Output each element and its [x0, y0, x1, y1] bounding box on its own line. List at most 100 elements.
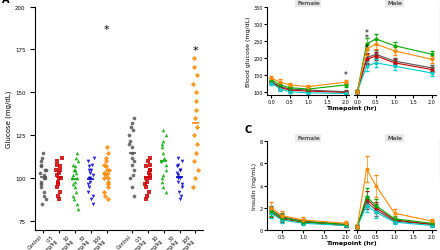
- Point: [42, 197, 49, 201]
- Point: [55, 177, 62, 181]
- Point: [175, 190, 182, 194]
- Point: [160, 173, 167, 177]
- Point: [195, 168, 202, 172]
- Point: [143, 165, 150, 169]
- Point: [126, 177, 133, 181]
- Point: [105, 185, 112, 189]
- Point: [158, 160, 165, 164]
- Point: [72, 165, 79, 169]
- Point: [56, 190, 63, 194]
- Point: [191, 66, 198, 70]
- Text: *: *: [365, 43, 369, 52]
- Point: [89, 202, 96, 206]
- Point: [38, 156, 45, 160]
- Point: [70, 168, 77, 172]
- Point: [42, 168, 49, 172]
- Point: [158, 180, 165, 184]
- Point: [146, 190, 153, 194]
- Point: [69, 194, 76, 198]
- Point: [159, 139, 166, 143]
- Point: [143, 185, 150, 189]
- Point: [74, 208, 81, 212]
- Point: [85, 190, 92, 194]
- Point: [162, 168, 169, 172]
- Point: [41, 173, 48, 177]
- Point: [130, 168, 137, 172]
- Point: [58, 156, 65, 160]
- Point: [101, 163, 108, 167]
- Point: [126, 134, 133, 138]
- Point: [38, 165, 45, 169]
- Point: [131, 117, 138, 121]
- Point: [85, 165, 92, 169]
- Point: [102, 156, 109, 160]
- Point: [173, 165, 180, 169]
- Point: [42, 177, 49, 181]
- Point: [57, 177, 64, 181]
- Point: [71, 168, 78, 172]
- Point: [191, 160, 198, 164]
- Text: B: B: [244, 0, 252, 1]
- Point: [73, 190, 80, 194]
- Point: [70, 163, 77, 167]
- Point: [179, 160, 186, 164]
- Point: [39, 202, 46, 206]
- Point: [38, 163, 45, 167]
- Point: [129, 163, 136, 167]
- Point: [105, 197, 112, 201]
- Point: [55, 197, 62, 201]
- Point: [190, 57, 197, 61]
- Point: [194, 74, 201, 78]
- Point: [163, 134, 170, 138]
- Point: [73, 156, 80, 160]
- Point: [101, 194, 108, 198]
- Point: [101, 172, 108, 175]
- Point: [159, 185, 166, 189]
- Y-axis label: Blood glucose (mg/dL): Blood glucose (mg/dL): [246, 16, 251, 87]
- Point: [70, 197, 77, 201]
- Point: [176, 177, 183, 181]
- Point: [54, 182, 61, 186]
- Point: [175, 180, 182, 184]
- Point: [130, 173, 137, 177]
- Point: [101, 177, 108, 181]
- Point: [104, 151, 111, 155]
- Text: Timepoint (hr): Timepoint (hr): [326, 240, 377, 245]
- Point: [53, 168, 60, 172]
- Point: [191, 117, 198, 121]
- Point: [86, 180, 93, 184]
- Point: [86, 168, 93, 172]
- Point: [159, 177, 166, 181]
- Point: [102, 165, 109, 169]
- Point: [55, 180, 62, 184]
- Point: [160, 156, 167, 160]
- Point: [191, 134, 198, 138]
- Point: [40, 177, 47, 181]
- Point: [128, 146, 135, 150]
- Point: [143, 197, 150, 201]
- Point: [86, 177, 93, 181]
- Point: [86, 172, 93, 175]
- Text: Timepoint (hr): Timepoint (hr): [326, 106, 377, 111]
- Point: [159, 129, 166, 133]
- Point: [71, 185, 78, 189]
- Point: [162, 163, 169, 167]
- Point: [89, 163, 96, 167]
- Point: [55, 172, 62, 175]
- Point: [175, 156, 182, 160]
- Point: [126, 142, 133, 146]
- Point: [193, 125, 200, 129]
- Point: [177, 168, 184, 172]
- Text: *: *: [365, 29, 369, 38]
- Point: [38, 185, 45, 189]
- Point: [143, 177, 150, 181]
- Title: Male: Male: [387, 2, 402, 6]
- Point: [144, 194, 151, 198]
- Point: [193, 100, 200, 104]
- Point: [175, 163, 182, 167]
- Point: [104, 168, 111, 172]
- Point: [162, 190, 169, 194]
- Point: [159, 146, 166, 150]
- Point: [147, 163, 154, 167]
- Point: [54, 173, 61, 177]
